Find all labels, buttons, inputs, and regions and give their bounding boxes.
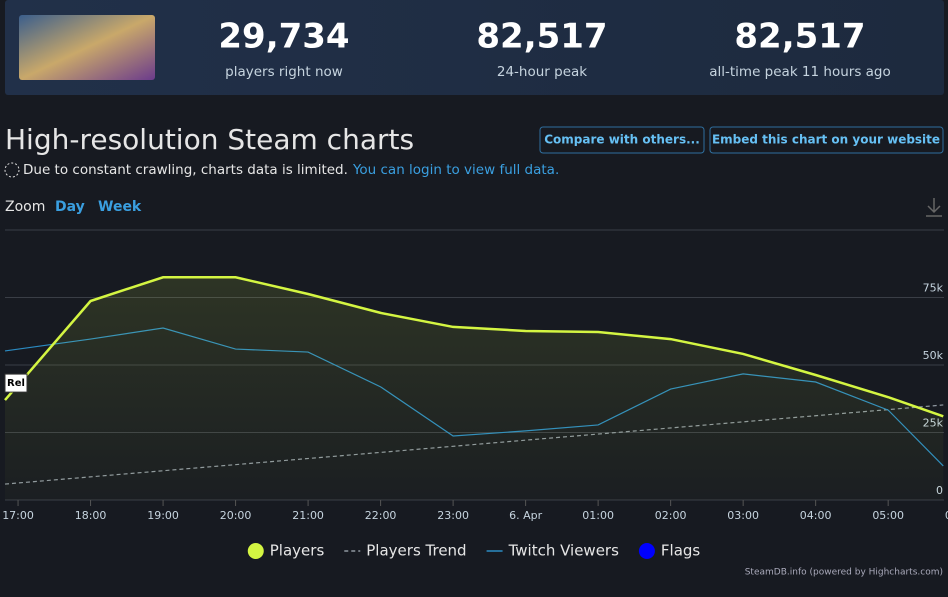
zoom-week[interactable]: Week — [98, 199, 142, 215]
stat-label: players right now — [225, 64, 343, 80]
x-tick-label: 06:00 — [945, 509, 948, 522]
flag-label: Rel — [7, 378, 25, 389]
notice-text: Due to constant crawling, charts data is… — [23, 162, 348, 178]
area — [5, 277, 944, 500]
game-image — [19, 15, 155, 80]
x-tick-label: 23:00 — [437, 509, 469, 522]
x-tick-label: 18:00 — [75, 509, 107, 522]
heading: High-resolution Steam charts — [5, 123, 414, 156]
series-line — [4, 276, 944, 418]
y-tick-label: 50k — [923, 349, 944, 362]
credit: SteamDB.info (powered by Highcharts.com) — [745, 568, 943, 578]
button-label[interactable]: Compare with others... — [544, 133, 700, 147]
x-tick-label: 03:00 — [727, 509, 759, 522]
notice-icon — [4, 162, 20, 178]
login-link[interactable]: You can login to view full data. — [352, 162, 559, 178]
button-label[interactable]: Embed this chart on your website — [712, 133, 940, 147]
stat-value: 29,734 — [218, 17, 349, 57]
x-tick-label: 20:00 — [220, 509, 252, 522]
x-tick-label: 02:00 — [655, 509, 687, 522]
notice: Due to constant crawling, charts data is… — [23, 162, 559, 178]
x-tick-label: 17:00 — [2, 509, 34, 522]
y-tick-label: 75k — [923, 282, 944, 295]
x-tick-label: 05:00 — [872, 509, 904, 522]
stat-value: 82,517 — [476, 17, 607, 57]
legend-label: Players — [270, 542, 325, 560]
legend-symbol — [247, 543, 264, 559]
download-icon[interactable] — [926, 198, 942, 217]
zoom-label: Zoom — [5, 199, 45, 215]
legend-label: Flags — [661, 542, 701, 560]
x-tick-label: 19:00 — [147, 509, 179, 522]
legend-item[interactable]: Flags — [638, 542, 701, 560]
x-tick-label: 01:00 — [582, 509, 614, 522]
flag — [4, 373, 28, 393]
x-tick-label: 22:00 — [365, 509, 397, 522]
x-tick-label: 6. Apr — [509, 509, 542, 522]
stat-value: 82,517 — [734, 17, 865, 57]
compare-button[interactable]: Compare with others... — [539, 126, 705, 154]
legend-label: Players Trend — [366, 542, 466, 560]
legend-item[interactable]: Players — [247, 542, 325, 560]
x-tick-label: 21:00 — [292, 509, 324, 522]
legend: Players Players Trend Twitch Viewers Flags — [247, 542, 701, 560]
legend-item[interactable]: Players Trend — [344, 542, 467, 560]
x-tick-label: 04:00 — [800, 509, 832, 522]
legend-symbol — [638, 543, 655, 559]
header-panel — [5, 0, 944, 95]
embed-button[interactable]: Embed this chart on your website — [709, 126, 944, 154]
stat-label: 24-hour peak — [497, 64, 587, 80]
legend-item[interactable]: Twitch Viewers — [486, 542, 620, 560]
legend-label: Twitch Viewers — [508, 542, 620, 560]
stat-label: all-time peak 11 hours ago — [709, 64, 891, 80]
zoom-day[interactable]: Day — [55, 199, 85, 215]
